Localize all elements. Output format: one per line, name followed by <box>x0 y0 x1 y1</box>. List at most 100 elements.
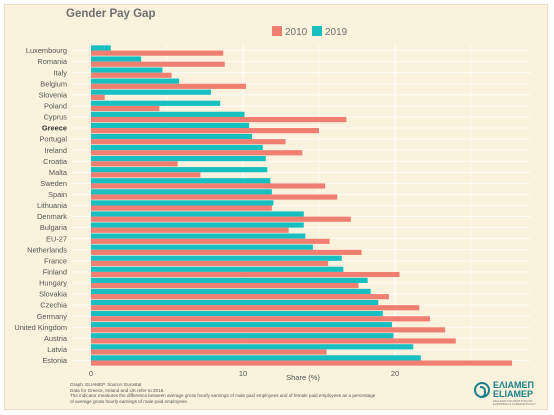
category-label: Spain <box>48 190 67 199</box>
bar-2019 <box>91 67 163 73</box>
caption-line-definition: The indicator measures the difference be… <box>70 393 376 399</box>
x-axis-label: Share (%) <box>286 373 320 382</box>
category-label: Cyprus <box>44 113 68 122</box>
bar-2010 <box>91 205 272 211</box>
bar-2019 <box>91 266 344 272</box>
bar-2019 <box>91 178 271 184</box>
bar-2010 <box>91 338 456 344</box>
category-label: Croatia <box>43 157 68 166</box>
bar-2010 <box>91 83 247 89</box>
bar-2010 <box>91 305 420 311</box>
bar-2019 <box>91 222 304 228</box>
bar-2019 <box>91 144 263 151</box>
category-label: Slovenia <box>39 90 68 99</box>
bar-2010 <box>91 50 224 56</box>
bar-2019 <box>91 355 421 361</box>
category-label: EU-27 <box>46 234 67 243</box>
x-tick-label: 10 <box>239 369 247 378</box>
bar-2010 <box>91 139 286 145</box>
category-label: Hungary <box>39 279 67 288</box>
caption-line-definition-cont: of average gross hourly earnings of male… <box>70 398 188 404</box>
bar-2010 <box>91 316 430 322</box>
caption-line-source: Graph: ELIAMEP. Source: Eurostat <box>70 382 142 387</box>
bar-2010 <box>91 128 319 134</box>
category-label: Slovakia <box>39 290 68 299</box>
category-label: Lithuania <box>37 201 68 210</box>
category-label: Luxembourg <box>26 46 67 55</box>
category-label: Finland <box>43 268 67 277</box>
bar-2019 <box>91 299 379 306</box>
bar-2010 <box>91 194 338 200</box>
category-label: Czechia <box>40 301 68 310</box>
bar-2019 <box>91 78 180 84</box>
category-label: Belgium <box>40 79 67 88</box>
bar-2010 <box>91 282 359 289</box>
bar-2019 <box>91 189 272 195</box>
legend-item-2019: 2019 <box>312 26 347 39</box>
bar-2010 <box>91 360 513 366</box>
bar-2019 <box>91 244 313 250</box>
bar-2010 <box>91 161 178 167</box>
bar-2019 <box>91 322 392 328</box>
bar-2010 <box>91 327 446 333</box>
bar-2019 <box>91 200 274 206</box>
bar-2010 <box>91 150 303 156</box>
bar-2019 <box>91 133 253 140</box>
bar-2019 <box>91 211 304 217</box>
bar-2010 <box>91 271 400 278</box>
category-label: United Kingdom <box>14 323 67 332</box>
category-label: Italy <box>53 68 67 77</box>
bar-2019 <box>91 111 245 117</box>
eliamep-logo: ΕΛΙΑΜΕΠ ELIAMEP HELLENIC FOUNDATION FOR … <box>474 380 546 410</box>
bar-2010 <box>91 61 225 67</box>
legend-swatch-2010 <box>272 26 282 36</box>
category-label: France <box>44 256 67 265</box>
bar-2010 <box>91 227 289 233</box>
legend-label-2019: 2019 <box>325 27 348 38</box>
bar-2010 <box>91 72 172 78</box>
bar-2010 <box>91 94 105 101</box>
logo-text-latin: ELIAMEP <box>493 389 534 399</box>
bar-2019 <box>91 100 221 106</box>
category-label: Denmark <box>37 212 67 221</box>
bar-2019 <box>91 56 142 62</box>
category-label: Netherlands <box>27 245 67 254</box>
category-label: Austria <box>44 334 68 343</box>
bar-2019 <box>91 344 414 350</box>
logo-text-greek: ΕΛΙΑΜΕΠ <box>493 380 535 390</box>
bar-2010 <box>91 260 329 267</box>
chart-title: Gender Pay Gap <box>66 8 156 20</box>
bar-2019 <box>91 255 342 261</box>
legend-label-2010: 2010 <box>285 27 308 38</box>
bar-2019 <box>91 310 383 317</box>
chart-caption: Graph: ELIAMEP. Source: Eurostat Data fo… <box>70 382 430 404</box>
bar-2019 <box>91 167 268 173</box>
bar-2010 <box>91 116 347 123</box>
logo-emblem-icon <box>474 382 490 398</box>
bar-2019 <box>91 122 250 129</box>
category-label: Romania <box>37 57 67 66</box>
bar-2010 <box>91 349 327 355</box>
bar-2019 <box>91 288 371 295</box>
category-label: Greece <box>42 124 67 133</box>
bar-2010 <box>91 238 330 244</box>
category-label: Latvia <box>47 345 68 354</box>
bar-2010 <box>91 105 160 112</box>
category-label: Portugal <box>39 135 67 144</box>
bar-2010 <box>91 249 362 255</box>
bar-2019 <box>91 45 111 51</box>
bar-2010 <box>91 172 201 178</box>
category-label: Ireland <box>44 146 67 155</box>
caption-line-note: Data for Greece, Ireland and UK refer to… <box>70 387 165 393</box>
bar-2019 <box>91 156 266 162</box>
category-label: Estonia <box>42 356 68 365</box>
bar-2010 <box>91 183 326 189</box>
x-tick-label: 0 <box>89 369 93 378</box>
category-label: Malta <box>49 168 68 177</box>
category-label: Poland <box>44 101 67 110</box>
category-label: Sweden <box>40 179 67 188</box>
legend-item-2010: 2010 <box>272 26 307 39</box>
category-label: Bulgaria <box>40 223 68 232</box>
bar-2019 <box>91 89 212 95</box>
bar-2019 <box>91 277 368 283</box>
